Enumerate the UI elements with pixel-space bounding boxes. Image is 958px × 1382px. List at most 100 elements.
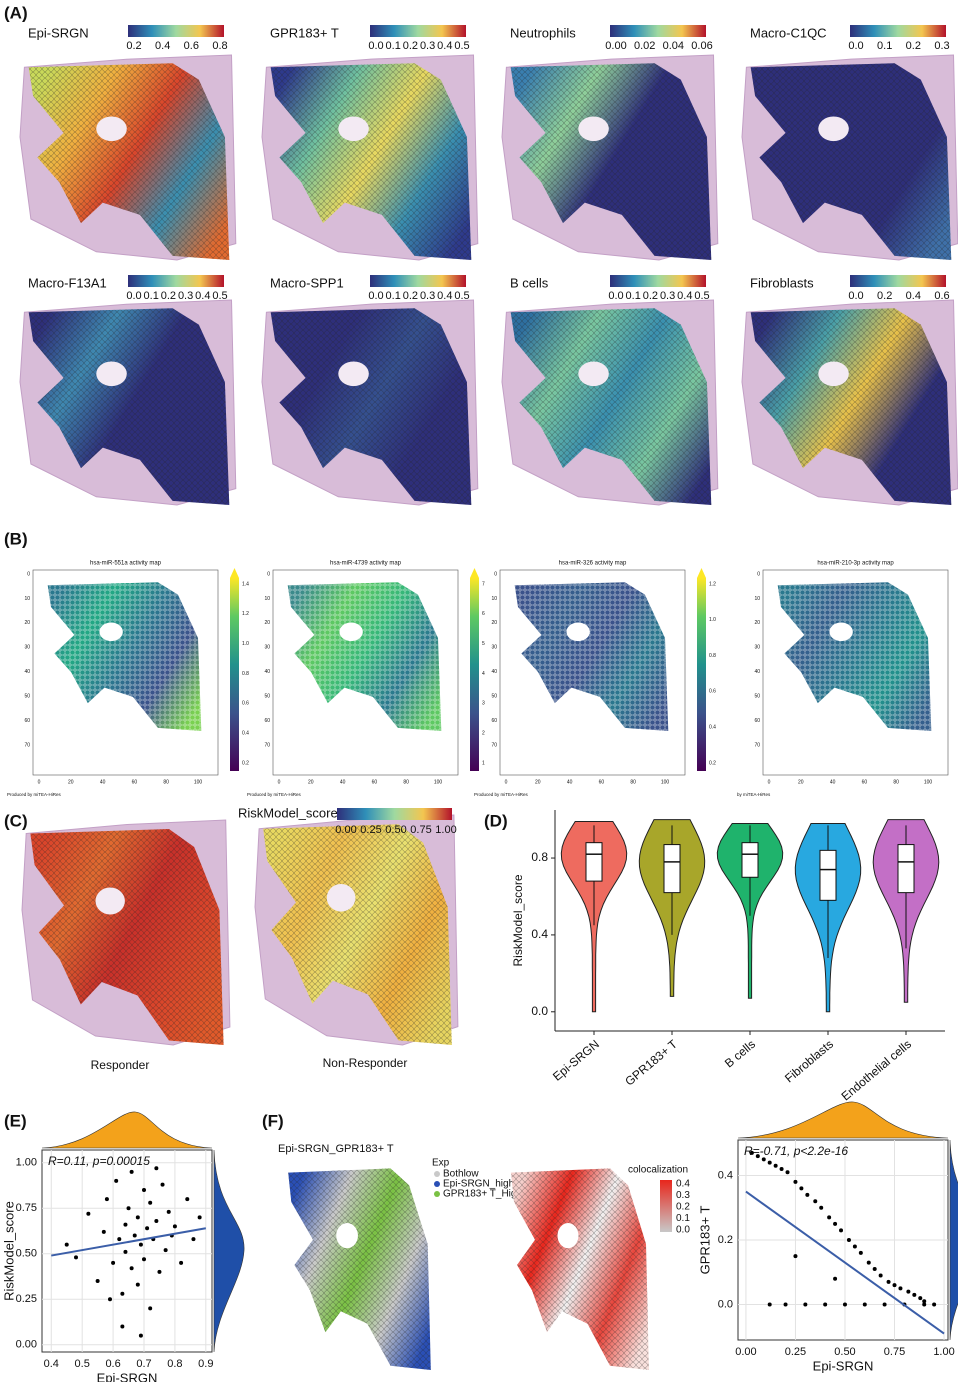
colorbar-tick-label: 0.2 xyxy=(906,40,921,52)
point xyxy=(173,1224,177,1228)
point xyxy=(185,1197,189,1201)
colorbar-tick-label: 7 xyxy=(482,581,485,587)
point xyxy=(823,1303,827,1307)
colorbar-tick-label: 0.2 xyxy=(403,40,418,52)
y-tick-label: 0.4 xyxy=(718,1169,733,1181)
colorbar-tick-label: 0.1 xyxy=(676,1213,690,1224)
colorbar-tick-label: 0.06 xyxy=(691,40,712,52)
map-title: hsa-miR-551a activity map xyxy=(90,561,162,567)
panel-label: (E) xyxy=(4,1111,27,1130)
x-axis-label: Epi-SRGN xyxy=(813,1358,874,1373)
y-tick-label: 0 xyxy=(494,571,497,577)
colorbar-tick-label: 0.3 xyxy=(660,290,675,302)
colorbar-tick-label: 0.1 xyxy=(877,40,892,52)
tissue-hole xyxy=(96,888,125,915)
point xyxy=(906,1290,910,1294)
point xyxy=(819,1206,823,1210)
point xyxy=(833,1277,837,1281)
point xyxy=(922,1303,926,1307)
colorbar-tick-label: 0.0 xyxy=(848,40,863,52)
colorbar xyxy=(337,808,452,820)
x-tick-label: 60 xyxy=(372,779,378,785)
colorbar-tick-label: 0.5 xyxy=(454,290,469,302)
figure: (A)Epi-SRGN0.20.40.60.8GPR183+ T0.00.10.… xyxy=(0,0,958,1382)
point xyxy=(805,1193,809,1197)
y-tick-label: 60 xyxy=(754,718,760,724)
colorbar-tick-label: 0.2 xyxy=(242,760,249,766)
point xyxy=(768,1303,772,1307)
y-tick-label: 40 xyxy=(264,669,270,675)
x-tick-label: 60 xyxy=(132,779,138,785)
y-tick-label: 50 xyxy=(24,693,30,699)
colorbar-tick-label: 1.4 xyxy=(242,581,249,587)
x-tick-label: 0.8 xyxy=(167,1358,182,1370)
density-right xyxy=(214,1150,244,1352)
point xyxy=(859,1251,863,1255)
y-tick-label: 10 xyxy=(24,596,30,602)
point xyxy=(803,1303,807,1307)
x-tick-label: Endothelial cells xyxy=(839,1037,914,1103)
colorbar-tick-label: 1.2 xyxy=(709,581,716,587)
x-tick-label: 40 xyxy=(340,779,346,785)
y-tick-label: 0.8 xyxy=(531,850,548,864)
colorbar-tick-label: 0.1 xyxy=(386,290,401,302)
tissue-hole xyxy=(339,623,362,642)
box xyxy=(742,843,758,878)
x-tick-label: Fibroblasts xyxy=(782,1037,836,1085)
colorbar-tick-label: 6 xyxy=(482,611,485,617)
y-tick-label: 70 xyxy=(24,742,30,748)
colorbar xyxy=(370,25,466,37)
y-tick-label: 30 xyxy=(264,645,270,651)
spot-grid xyxy=(288,1168,431,1370)
colorbar-tick-label: 0.6 xyxy=(934,290,949,302)
colorbar-tick-label: 2 xyxy=(482,730,485,736)
x-tick-label: 0.6 xyxy=(105,1358,120,1370)
colorbar xyxy=(470,578,479,771)
y-tick-label: 0.75 xyxy=(16,1202,37,1214)
y-tick-label: 0.00 xyxy=(16,1339,37,1351)
colorbar-tick-label: 0.02 xyxy=(634,40,655,52)
x-tick-label: 80 xyxy=(630,779,636,785)
colorbar-tick-label: 1.2 xyxy=(242,611,249,617)
y-axis-label: RiskModel_score xyxy=(1,1201,16,1301)
point xyxy=(74,1255,78,1259)
colorbar-tick-label: 0.50 xyxy=(385,824,406,836)
colorbar-tick-label: 0.0 xyxy=(676,1225,690,1236)
map-footer: Produced by miTEA-HiRes xyxy=(7,792,62,797)
point xyxy=(120,1292,124,1296)
x-tick-label: 80 xyxy=(163,779,169,785)
point xyxy=(847,1238,851,1242)
tissue-hole xyxy=(336,1223,358,1248)
x-tick-label: 40 xyxy=(567,779,573,785)
point xyxy=(148,1201,152,1205)
point xyxy=(130,1266,134,1270)
panel-label: (B) xyxy=(4,529,28,548)
point xyxy=(198,1215,202,1219)
point xyxy=(139,1243,143,1247)
colorbar xyxy=(128,25,224,37)
colorbar-tick-label: 3 xyxy=(482,701,485,707)
point xyxy=(96,1279,100,1283)
colorbar-tick-label: 0.0 xyxy=(848,290,863,302)
x-tick-label: 100 xyxy=(661,779,670,785)
point xyxy=(161,1183,165,1187)
y-tick-label: 40 xyxy=(491,669,497,675)
x-tick-label: 100 xyxy=(924,779,933,785)
colorbar xyxy=(610,25,706,37)
map-title: GPR183+ T xyxy=(270,25,339,40)
point xyxy=(863,1303,867,1307)
colorbar-arrow xyxy=(470,568,479,578)
map-title: Fibroblasts xyxy=(750,275,814,290)
point xyxy=(827,1215,831,1219)
colorbar-tick-label: 0.2 xyxy=(709,760,716,766)
x-tick-label: 1.00 xyxy=(933,1346,954,1358)
colorbar-arrow xyxy=(230,568,239,578)
box xyxy=(898,845,914,893)
y-tick-label: 30 xyxy=(754,645,760,651)
colorbar-tick-label: 0.3 xyxy=(676,1190,690,1201)
colorbar xyxy=(128,275,224,287)
colorbar-tick-label: 0.3 xyxy=(934,40,949,52)
point xyxy=(786,1170,790,1174)
point xyxy=(179,1261,183,1265)
y-tick-label: 40 xyxy=(754,669,760,675)
